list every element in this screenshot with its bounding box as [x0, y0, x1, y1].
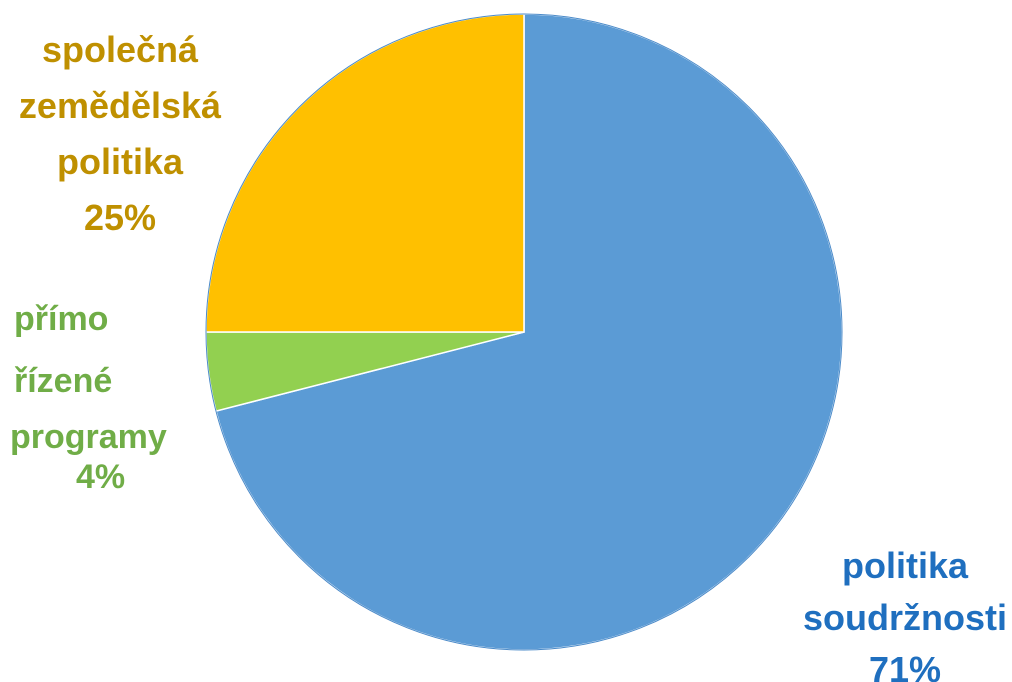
- label-line: přímo: [14, 300, 109, 338]
- value-label: 4%: [76, 458, 126, 496]
- label-line: politika: [841, 545, 969, 586]
- slice-agricultural-policy: [205, 13, 525, 333]
- label-line: společná: [41, 29, 199, 70]
- value-label: 71%: [868, 649, 942, 682]
- slice-label-cohesion: politika soudržnosti 71%: [800, 540, 1010, 682]
- label-line: zemědělská: [18, 85, 222, 126]
- label-line: řízené: [14, 362, 113, 400]
- value-label: 25%: [83, 197, 157, 238]
- pie-outline: [205, 13, 843, 651]
- label-line: programy: [10, 418, 167, 456]
- slice-label-cap: společná zemědělská politika 25%: [0, 22, 240, 246]
- label-line: soudržnosti: [803, 597, 1007, 638]
- label-line: politika: [56, 141, 184, 182]
